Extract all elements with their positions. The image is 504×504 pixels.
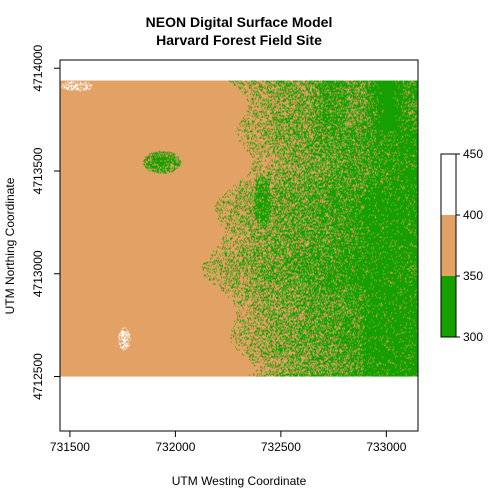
y-axis: 4712500 4713000 4713500 4714000 [31, 45, 60, 400]
x-tick-label: 731500 [50, 440, 90, 454]
y-tick-label: 4713500 [31, 147, 45, 194]
chart-title-line1: NEON Digital Surface Model [146, 14, 333, 30]
x-tick-label: 733000 [366, 440, 406, 454]
y-tick-label: 4714000 [31, 45, 45, 92]
raster-image [60, 80, 418, 377]
legend-tick-label: 400 [463, 208, 483, 222]
legend-frame [440, 153, 457, 338]
legend-tick-label: 450 [463, 147, 483, 161]
x-tick-label: 732000 [155, 440, 195, 454]
dsm-raster [60, 80, 418, 377]
legend-tick-label: 350 [463, 269, 483, 283]
color-legend: 300 350 400 450 [440, 147, 483, 344]
legend-swatch [441, 215, 456, 276]
y-tick-label: 4713000 [31, 250, 45, 297]
y-tick-label: 4712500 [31, 353, 45, 400]
legend-swatch [441, 276, 456, 337]
y-axis-label: UTM Northing Coordinate [3, 177, 17, 314]
plot-frame [59, 59, 419, 432]
chart-title-line2: Harvard Forest Field Site [156, 32, 322, 48]
x-axis-label: UTM Westing Coordinate [172, 474, 307, 488]
legend-swatch [441, 154, 456, 215]
x-tick-label: 732500 [261, 440, 301, 454]
x-axis: 731500 732000 732500 733000 [50, 431, 407, 454]
legend-tick-label: 300 [463, 330, 483, 344]
